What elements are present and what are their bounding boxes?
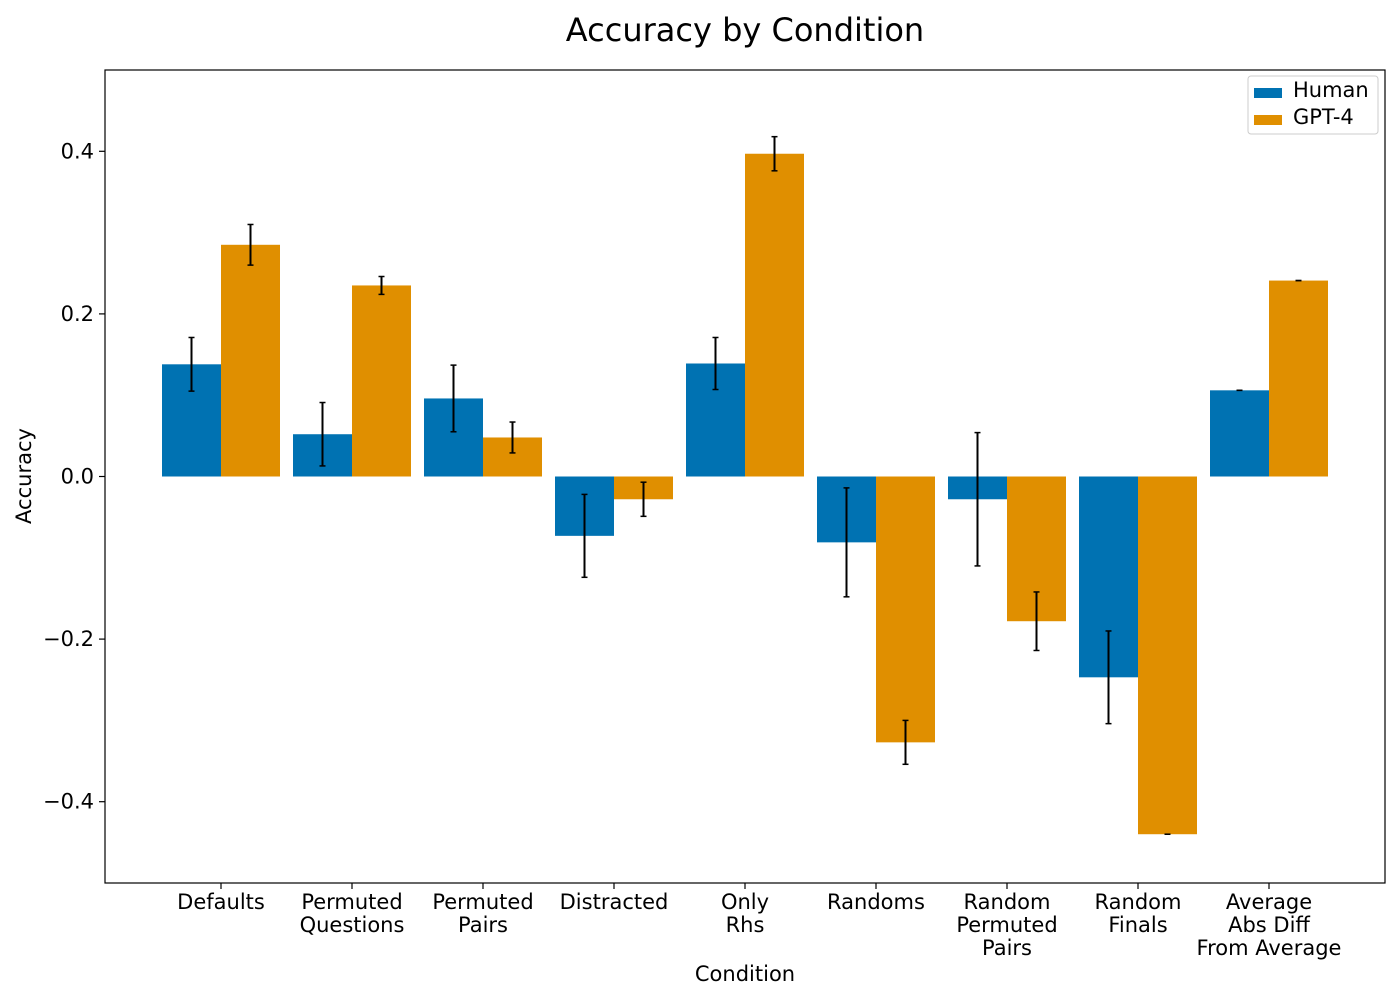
x-tick-label-3: Distracted	[560, 890, 669, 914]
error-bar-human-5	[843, 487, 850, 598]
bar-human-8	[1210, 390, 1269, 477]
error-bar-gpt-4-2	[509, 421, 516, 454]
bar-gpt-4-8	[1269, 280, 1328, 477]
chart-title: Accuracy by Condition	[566, 11, 924, 49]
x-tick-label-4: Only Rhs	[721, 890, 769, 937]
error-bar-human-6	[974, 431, 981, 567]
bars-layer	[162, 153, 1328, 835]
y-axis: −0.4 −0.2 0.0 0.2 0.4	[43, 139, 105, 814]
bar-gpt-4-1	[352, 285, 411, 477]
error-bar-human-3	[581, 493, 588, 579]
error-bar-human-2	[450, 364, 457, 433]
error-bar-gpt-4-6	[1033, 591, 1040, 652]
legend-swatch-gpt-4	[1254, 115, 1282, 125]
error-bars-layer	[188, 135, 1302, 835]
error-bar-gpt-4-0	[247, 223, 254, 266]
y-axis-label: Accuracy	[12, 428, 36, 524]
y-tick-label-1: −0.2	[43, 627, 94, 651]
legend-label-gpt-4: GPT-4	[1293, 105, 1354, 129]
y-tick-label-2: 0.0	[61, 465, 94, 489]
bar-gpt-4-7	[1138, 476, 1197, 835]
legend-swatch-human	[1254, 88, 1282, 98]
bar-gpt-4-4	[745, 153, 804, 477]
error-bar-human-4	[712, 336, 719, 391]
error-bar-gpt-4-3	[640, 481, 647, 518]
x-tick-label-5: Randoms	[827, 890, 925, 914]
legend-label-human: Human	[1293, 78, 1369, 102]
x-tick-label-8: Average Abs Diff From Average	[1197, 890, 1342, 960]
error-bar-human-1	[319, 401, 326, 467]
error-bar-human-7	[1105, 630, 1112, 725]
y-tick-label-0: −0.4	[43, 790, 94, 814]
error-bar-gpt-4-4	[771, 135, 778, 172]
x-tick-label-2: Permuted Pairs	[432, 890, 533, 937]
legend: Human GPT-4	[1247, 75, 1379, 135]
x-tick-label-1: Permuted Questions	[300, 890, 405, 937]
x-axis: Defaults Permuted Questions Permuted Pairs Di…	[177, 883, 1341, 960]
error-bar-human-0	[188, 336, 195, 392]
error-bar-gpt-4-1	[378, 275, 385, 296]
x-tick-label-6: Random Permuted Pairs	[956, 890, 1057, 960]
x-tick-label-0: Defaults	[177, 890, 265, 914]
y-tick-label-3: 0.2	[61, 302, 94, 326]
bar-gpt-4-0	[221, 244, 280, 477]
x-axis-label: Condition	[695, 962, 795, 986]
y-tick-label-4: 0.4	[61, 139, 94, 163]
bar-gpt-4-5	[876, 476, 935, 743]
x-tick-label-7: Random Finals	[1095, 890, 1182, 937]
error-bar-gpt-4-5	[902, 719, 909, 766]
